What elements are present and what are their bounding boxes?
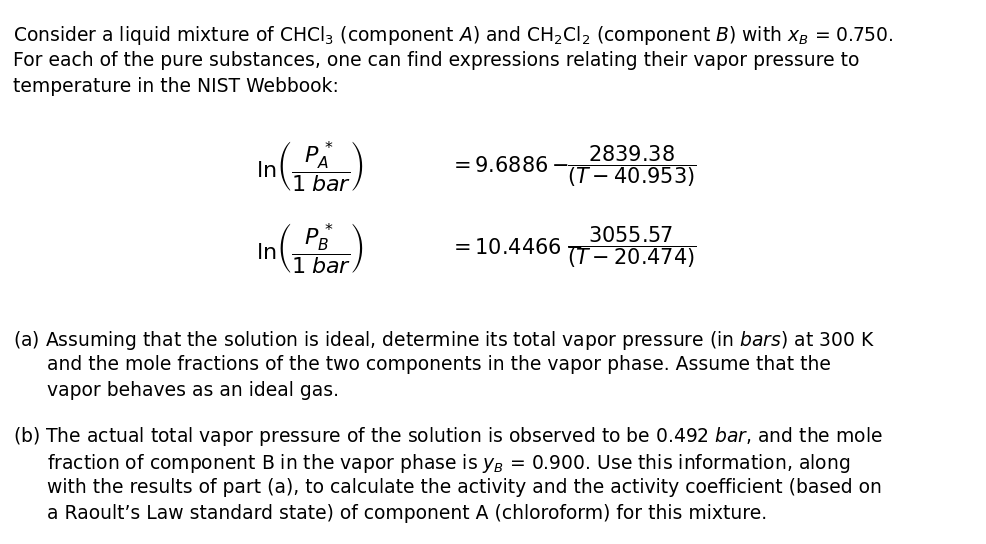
Text: a Raoult’s Law standard state) of component A (chloroform) for this mixture.: a Raoult’s Law standard state) of compon… [47,504,767,523]
Text: Consider a liquid mixture of CHCl$_3$ (component $A$) and CH$_2$Cl$_2$ (componen: Consider a liquid mixture of CHCl$_3$ (c… [13,24,893,47]
Text: temperature in the NIST Webbook:: temperature in the NIST Webbook: [13,77,339,96]
Text: For each of the pure substances, one can find expressions relating their vapor p: For each of the pure substances, one can… [13,51,859,70]
Text: $\dfrac{3055.57}{(T - 20.474)}$: $\dfrac{3055.57}{(T - 20.474)}$ [567,225,697,270]
Text: vapor behaves as an ideal gas.: vapor behaves as an ideal gas. [47,381,339,400]
Text: $\dfrac{2839.38}{(T - 40.953)}$: $\dfrac{2839.38}{(T - 40.953)}$ [567,143,697,189]
Text: (a) Assuming that the solution is ideal, determine its total vapor pressure (in : (a) Assuming that the solution is ideal,… [13,329,875,352]
Text: with the results of part (a), to calculate the activity and the activity coeffic: with the results of part (a), to calcula… [47,478,882,497]
Text: $= 9.6886 -$: $= 9.6886 -$ [449,156,569,176]
Text: fraction of component B in the vapor phase is $y_B$ = 0.900. Use this informatio: fraction of component B in the vapor pha… [47,452,851,474]
Text: $\ln\!\left(\dfrac{P_A^{\,*}}{1\;\mathit{bar}}\right)$: $\ln\!\left(\dfrac{P_A^{\,*}}{1\;\mathit… [256,139,365,193]
Text: $\ln\!\left(\dfrac{P_B^{\,*}}{1\;\mathit{bar}}\right)$: $\ln\!\left(\dfrac{P_B^{\,*}}{1\;\mathit… [256,220,365,275]
Text: and the mole fractions of the two components in the vapor phase. Assume that the: and the mole fractions of the two compon… [47,355,831,374]
Text: $= 10.4466 -$: $= 10.4466 -$ [449,238,582,257]
Text: (b) The actual total vapor pressure of the solution is observed to be 0.492 $\ma: (b) The actual total vapor pressure of t… [13,425,882,448]
